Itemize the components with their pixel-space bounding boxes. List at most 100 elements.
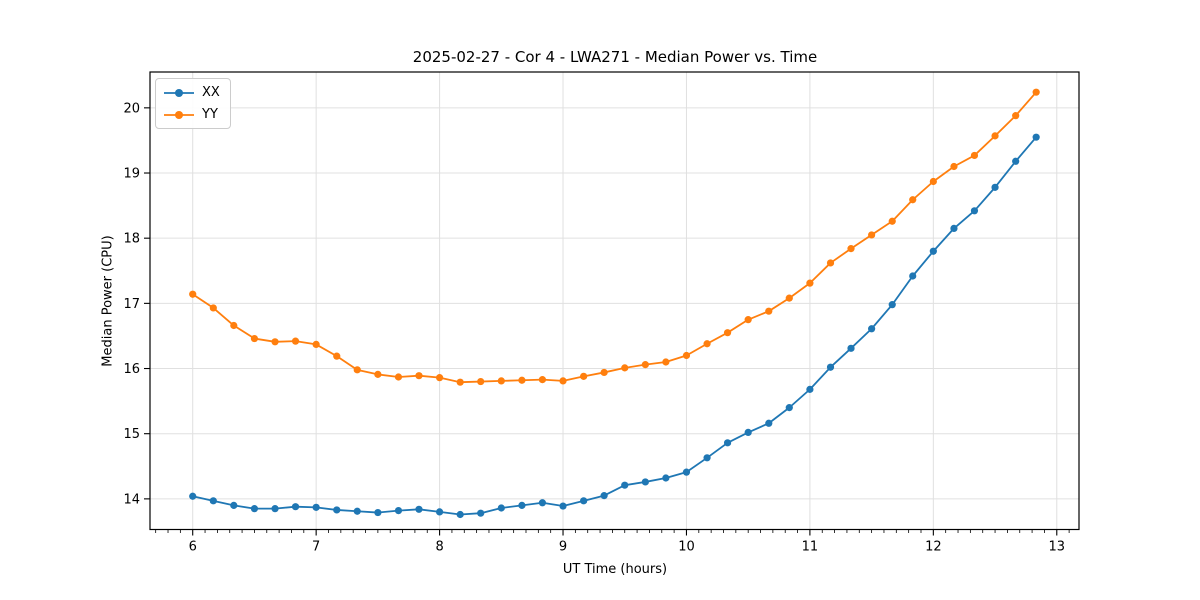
data-point-yy — [970, 151, 979, 160]
data-point-yy — [765, 307, 773, 315]
data-point-yy — [189, 290, 197, 298]
data-point-yy — [250, 334, 259, 343]
data-point-xx — [394, 507, 403, 515]
data-point-xx — [682, 468, 691, 476]
data-point-yy — [333, 352, 341, 360]
data-point-yy — [991, 132, 999, 140]
data-point-yy — [703, 340, 711, 348]
axes-spines — [149, 71, 1080, 531]
data-point-xx — [1032, 133, 1040, 141]
data-point-yy — [1012, 112, 1020, 120]
data-point-yy — [1032, 88, 1040, 96]
data-point-yy — [909, 196, 917, 204]
data-point-xx — [189, 492, 197, 500]
data-point-xx — [415, 505, 423, 513]
data-point-yy — [456, 378, 464, 386]
data-point-xx — [785, 404, 793, 412]
data-point-xx — [271, 505, 279, 513]
x-tick-label: 11 — [802, 540, 819, 555]
data-point-yy — [291, 337, 300, 345]
data-point-xx — [477, 509, 485, 517]
data-point-xx — [970, 207, 979, 215]
data-point-xx — [333, 506, 341, 514]
data-point-yy — [929, 177, 937, 186]
data-point-yy — [415, 372, 423, 380]
legend: XX YY — [155, 78, 231, 129]
y-tick-label: 17 — [123, 297, 140, 312]
series-line-yy — [191, 91, 1038, 384]
y-axis-label: Median Power (CPU) — [100, 235, 116, 367]
data-point-yy — [621, 364, 629, 372]
data-point-yy — [230, 321, 238, 330]
data-point-xx — [929, 247, 937, 255]
x-tick-label: 8 — [435, 540, 443, 555]
data-point-xx — [703, 454, 711, 462]
data-point-xx — [950, 224, 958, 233]
y-tick-label: 19 — [123, 167, 140, 182]
data-point-xx — [991, 183, 999, 191]
data-point-yy — [806, 279, 814, 287]
data-point-xx — [518, 501, 526, 509]
series-line-xx — [191, 136, 1038, 516]
data-point-xx — [600, 492, 608, 500]
data-point-yy — [600, 368, 608, 377]
data-point-xx — [723, 439, 732, 447]
data-point-xx — [291, 503, 300, 511]
data-point-yy — [435, 374, 444, 382]
data-point-xx — [909, 272, 917, 280]
x-axis-label: UT Time (hours) — [562, 562, 668, 577]
data-point-yy — [312, 340, 320, 349]
data-point-yy — [394, 373, 403, 381]
data-point-xx — [1012, 157, 1020, 165]
data-point-yy — [826, 259, 835, 267]
data-point-xx — [847, 344, 855, 352]
data-point-yy — [374, 370, 382, 378]
data-point-xx — [435, 508, 444, 516]
legend-line-sample-yy — [164, 110, 194, 119]
y-tick-label: 20 — [123, 101, 140, 116]
legend-line-sample-xx — [164, 88, 194, 97]
data-point-xx — [209, 497, 217, 505]
data-point-yy — [662, 358, 670, 366]
data-point-xx — [621, 481, 629, 489]
y-tick-label: 15 — [123, 427, 140, 442]
data-point-xx — [641, 478, 649, 486]
data-point-yy — [580, 372, 588, 380]
data-point-yy — [559, 377, 567, 385]
data-point-xx — [888, 301, 896, 309]
data-point-xx — [456, 510, 464, 519]
y-tick-label: 16 — [123, 362, 140, 377]
legend-entry-xx: XX — [163, 83, 220, 102]
x-tick-label: 6 — [189, 540, 197, 555]
data-point-yy — [950, 162, 958, 171]
data-point-yy — [744, 316, 752, 324]
data-point-xx — [374, 508, 382, 517]
data-point-xx — [826, 363, 835, 371]
data-point-xx — [353, 507, 361, 515]
data-point-yy — [497, 377, 505, 385]
data-point-yy — [641, 361, 649, 369]
data-point-yy — [785, 294, 793, 302]
y-tick-label: 18 — [123, 232, 140, 247]
data-point-yy — [518, 376, 526, 384]
data-point-yy — [271, 338, 279, 346]
data-point-xx — [538, 499, 547, 507]
data-point-yy — [353, 366, 361, 374]
data-point-yy — [209, 304, 217, 312]
data-point-xx — [806, 385, 814, 393]
data-point-xx — [250, 505, 259, 513]
data-point-xx — [230, 501, 238, 509]
data-point-xx — [580, 497, 588, 505]
data-point-xx — [765, 419, 773, 427]
x-tick-label: 12 — [925, 540, 942, 555]
data-point-yy — [682, 351, 691, 360]
data-point-yy — [847, 245, 855, 253]
x-tick-label: 7 — [312, 540, 320, 555]
data-point-yy — [723, 329, 732, 337]
data-point-xx — [744, 428, 752, 436]
data-point-xx — [662, 474, 670, 482]
chart-title: 2025-02-27 - Cor 4 - LWA271 - Median Pow… — [412, 48, 818, 66]
data-point-yy — [538, 376, 547, 384]
x-tick-label: 10 — [678, 540, 695, 555]
data-point-yy — [477, 377, 485, 386]
